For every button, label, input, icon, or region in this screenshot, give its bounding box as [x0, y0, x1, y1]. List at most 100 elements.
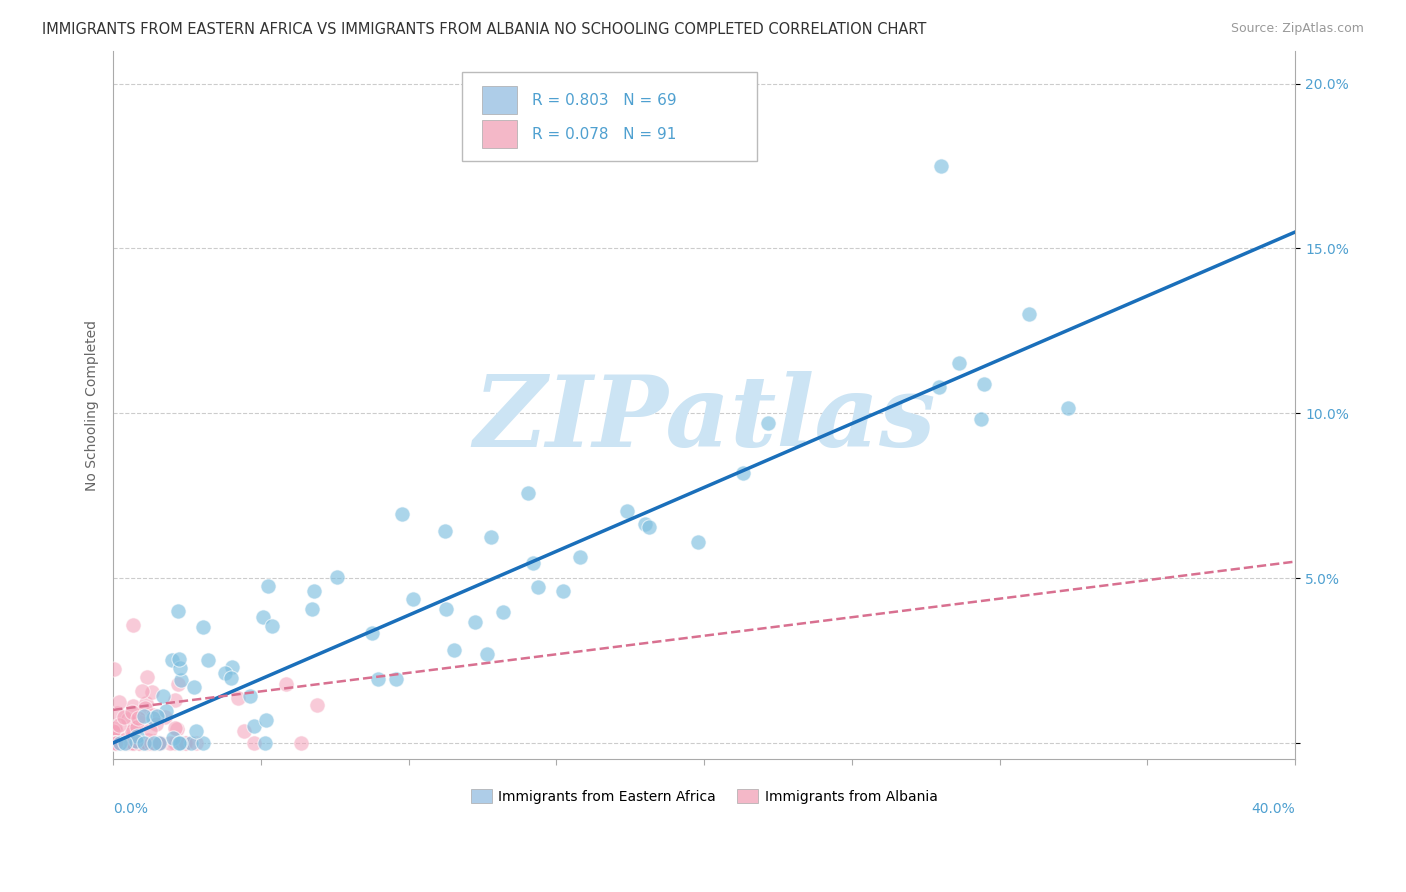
Point	[114, 736, 136, 750]
Point	[149, 736, 172, 750]
Point	[117, 712, 139, 726]
Point	[169, 736, 191, 750]
Point	[111, 736, 134, 750]
Point	[176, 736, 198, 750]
Point	[686, 534, 709, 549]
Point	[105, 706, 128, 720]
Point	[107, 718, 129, 732]
Point	[522, 556, 544, 570]
Point	[134, 701, 156, 715]
Point	[616, 504, 638, 518]
Point	[128, 736, 150, 750]
Point	[170, 673, 193, 687]
Y-axis label: No Schooling Completed: No Schooling Completed	[86, 319, 100, 491]
Point	[172, 736, 194, 750]
Point	[491, 605, 513, 619]
Point	[155, 705, 177, 719]
Point	[148, 736, 170, 750]
Point	[948, 356, 970, 370]
Point	[136, 732, 159, 747]
Point	[104, 736, 127, 750]
Point	[146, 708, 169, 723]
Point	[384, 672, 406, 686]
Point	[243, 719, 266, 733]
Point	[142, 708, 165, 723]
Point	[361, 626, 384, 640]
FancyBboxPatch shape	[482, 87, 517, 114]
Text: 40.0%: 40.0%	[1251, 802, 1295, 816]
Point	[434, 601, 457, 615]
Point	[145, 736, 167, 750]
Point	[128, 711, 150, 725]
Point	[107, 736, 129, 750]
Text: IMMIGRANTS FROM EASTERN AFRICA VS IMMIGRANTS FROM ALBANIA NO SCHOOLING COMPLETED: IMMIGRANTS FROM EASTERN AFRICA VS IMMIGR…	[42, 22, 927, 37]
Point	[160, 653, 183, 667]
Point	[122, 617, 145, 632]
Point	[110, 736, 132, 750]
Point	[115, 736, 138, 750]
Point	[104, 724, 127, 739]
Point	[152, 689, 174, 703]
Point	[121, 722, 143, 736]
Text: 0.0%: 0.0%	[114, 802, 148, 816]
Text: Source: ZipAtlas.com: Source: ZipAtlas.com	[1230, 22, 1364, 36]
Point	[110, 736, 132, 750]
Point	[163, 721, 186, 735]
FancyBboxPatch shape	[463, 72, 758, 161]
Text: ZIPatlas: ZIPatlas	[472, 371, 935, 467]
Point	[103, 724, 125, 739]
Point	[142, 736, 165, 750]
Point	[1018, 307, 1040, 321]
Point	[253, 736, 276, 750]
Point	[551, 584, 574, 599]
Point	[184, 723, 207, 738]
Point	[167, 604, 190, 618]
Point	[103, 662, 125, 676]
Point	[970, 411, 993, 425]
Point	[142, 736, 165, 750]
Point	[638, 520, 661, 534]
Point	[305, 698, 328, 712]
Point	[228, 691, 250, 706]
Legend: Immigrants from Eastern Africa, Immigrants from Albania: Immigrants from Eastern Africa, Immigran…	[465, 783, 943, 809]
Point	[165, 736, 187, 750]
Point	[131, 684, 153, 698]
Point	[148, 736, 170, 750]
Point	[929, 159, 952, 173]
Point	[145, 736, 167, 750]
Point	[569, 549, 592, 564]
Point	[928, 380, 950, 394]
Point	[1057, 401, 1080, 416]
Point	[135, 696, 157, 710]
Point	[159, 736, 181, 750]
Point	[731, 466, 754, 480]
Point	[214, 665, 236, 680]
Point	[143, 736, 166, 750]
Point	[166, 723, 188, 737]
Point	[167, 736, 190, 750]
Point	[139, 723, 162, 737]
Point	[105, 731, 128, 745]
Point	[479, 530, 502, 544]
Point	[304, 584, 326, 599]
Text: R = 0.803   N = 69: R = 0.803 N = 69	[531, 93, 676, 108]
Point	[973, 376, 995, 391]
Point	[104, 736, 127, 750]
Point	[136, 670, 159, 684]
Point	[169, 661, 191, 675]
Point	[142, 711, 165, 725]
Point	[105, 736, 128, 750]
Point	[125, 734, 148, 748]
Point	[239, 690, 262, 704]
Point	[146, 736, 169, 750]
Point	[301, 602, 323, 616]
Point	[135, 736, 157, 750]
Point	[114, 710, 136, 724]
Point	[131, 736, 153, 750]
Point	[252, 609, 274, 624]
Point	[433, 524, 456, 539]
Point	[634, 517, 657, 532]
Point	[290, 736, 312, 750]
Point	[174, 736, 197, 750]
Point	[139, 736, 162, 750]
